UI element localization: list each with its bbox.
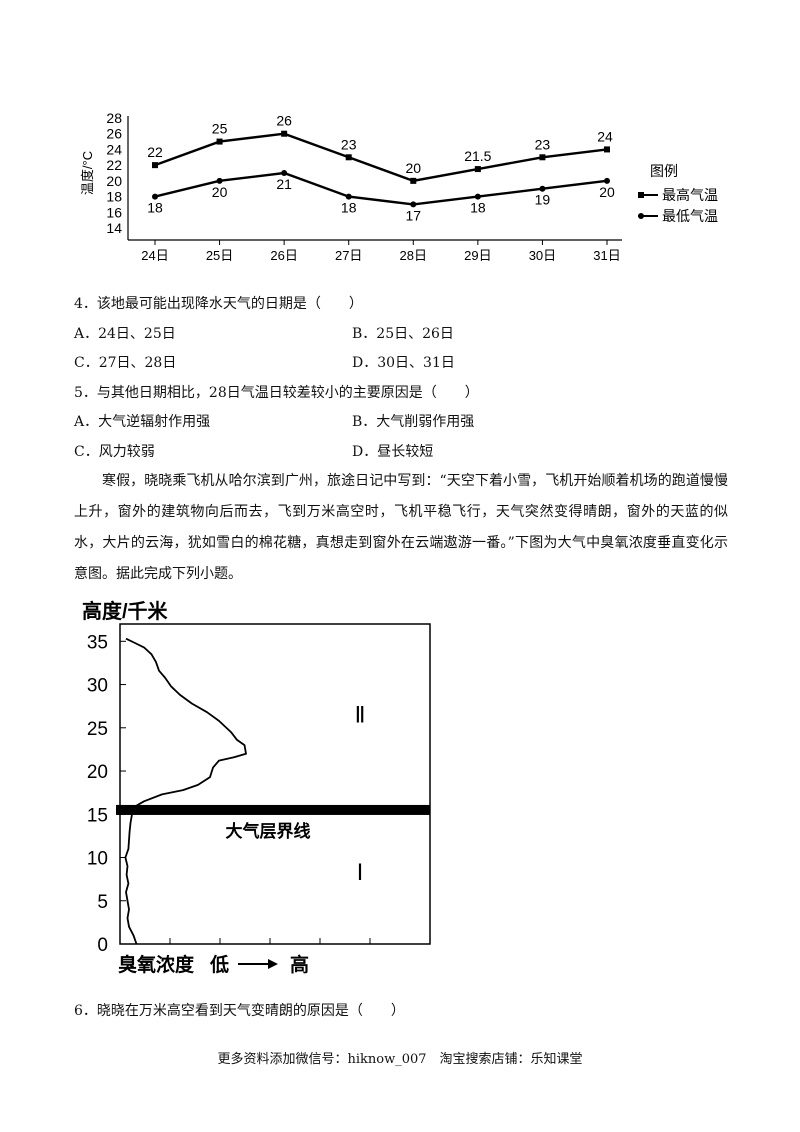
max-temp-data-label: 20 bbox=[405, 160, 421, 176]
min-temp-point bbox=[474, 193, 481, 200]
min-temp-data-label: 18 bbox=[470, 200, 486, 216]
boundary-label: 大气层界线 bbox=[226, 821, 311, 841]
x-tick-label: 29日 bbox=[464, 248, 491, 263]
y-tick-label: 0 bbox=[97, 935, 108, 956]
max-temp-data-label: 23 bbox=[535, 136, 551, 152]
y-tick-label: 24 bbox=[106, 141, 122, 157]
max-temp-line bbox=[154, 132, 608, 183]
y-tick-label: 20 bbox=[106, 173, 122, 189]
q4-option-d[interactable]: D．30日、31日 bbox=[352, 355, 455, 371]
y-tick-label: 30 bbox=[87, 676, 108, 697]
min-temp-data-label: 20 bbox=[212, 184, 228, 200]
y-tick-label: 18 bbox=[106, 189, 122, 205]
y-axis-label: 温度/°C bbox=[80, 151, 95, 195]
min-temp-data-label: 20 bbox=[599, 184, 615, 200]
max-temp-data-label: 22 bbox=[147, 144, 163, 160]
min-temp-data-label: 21 bbox=[276, 176, 292, 192]
min-temp-point bbox=[152, 193, 158, 200]
x-axis-high-label: 高 bbox=[290, 953, 309, 976]
q4-option-a[interactable]: A．24日、25日 bbox=[74, 326, 176, 342]
max-temp-point bbox=[152, 162, 158, 169]
min-temp-data-label: 18 bbox=[147, 200, 163, 216]
legend-circle-marker bbox=[638, 213, 644, 219]
min-temp-point bbox=[410, 201, 417, 208]
q5-option-b[interactable]: B．大气削弱作用强 bbox=[352, 414, 475, 430]
reading-passage: 寒假，晓晓乘飞机从哈尔滨到广州，旅途日记中写到：“天空下着小雪，飞机开始顺着机场… bbox=[74, 473, 728, 582]
x-tick-label: 26日 bbox=[270, 248, 297, 263]
legend-entry: 最低气温 bbox=[662, 208, 718, 224]
question-6-stem: 6．晓晓在万米高空看到天气变晴朗的原因是（ ） bbox=[74, 1003, 405, 1019]
question-5-stem: 5．与其他日期相比，28日气温日较差较小的主要原因是（ ） bbox=[74, 385, 479, 401]
region-label-upper: Ⅱ bbox=[355, 703, 366, 728]
y-tick-label: 22 bbox=[106, 157, 122, 173]
min-temp-data-label: 19 bbox=[535, 192, 551, 208]
max-temp-point bbox=[474, 166, 481, 173]
max-temp-point bbox=[281, 130, 288, 137]
min-temp-point bbox=[281, 170, 288, 176]
min-temp-point bbox=[604, 177, 610, 184]
legend-entry: 最高气温 bbox=[662, 187, 718, 203]
x-axis-low-label: 低 bbox=[209, 953, 229, 976]
y-tick-label: 25 bbox=[87, 719, 108, 740]
q4-option-b[interactable]: B．25日、26日 bbox=[352, 326, 454, 342]
max-temp-point bbox=[410, 177, 417, 184]
y-tick-label: 16 bbox=[106, 204, 122, 220]
y-tick-label: 14 bbox=[106, 220, 122, 236]
max-temp-data-label: 21.5 bbox=[464, 148, 491, 164]
y-tick-label: 15 bbox=[87, 805, 108, 826]
y-tick-label: 20 bbox=[87, 762, 108, 783]
min-temp-point bbox=[345, 193, 352, 200]
ozone-profile-curve bbox=[124, 637, 247, 945]
y-tick-label: 28 bbox=[106, 110, 122, 126]
min-temp-data-label: 17 bbox=[405, 207, 421, 223]
min-temp-line bbox=[154, 171, 608, 206]
x-tick-label: 24日 bbox=[141, 248, 168, 263]
y-tick-label: 26 bbox=[106, 126, 122, 142]
y-tick-label: 35 bbox=[87, 632, 108, 653]
x-tick-label: 25日 bbox=[206, 248, 233, 263]
x-tick-label: 31日 bbox=[593, 248, 620, 263]
legend-square-marker bbox=[638, 192, 644, 198]
min-temp-point bbox=[216, 177, 223, 184]
legend-title: 图例 bbox=[650, 163, 678, 179]
max-temp-point bbox=[345, 154, 352, 161]
q5-option-c[interactable]: C．风力较弱 bbox=[74, 444, 155, 460]
question-4-stem: 4．该地最可能出现降水天气的日期是（ ） bbox=[74, 296, 363, 312]
x-axis-label: 臭氧浓度 bbox=[118, 953, 195, 976]
region-label-lower: Ⅰ bbox=[357, 860, 364, 885]
y-axis-label: 高度/千米 bbox=[82, 599, 169, 623]
min-temp-point bbox=[539, 185, 546, 192]
min-temp-data-label: 18 bbox=[341, 200, 357, 216]
max-temp-point bbox=[539, 154, 546, 161]
atmosphere-boundary-line bbox=[116, 804, 430, 815]
ozone-profile-chart: 高度/千米 0 5 10 15 20 25 30 35 大气层界线 Ⅱ Ⅰ 臭氧浓度低 高 bbox=[82, 599, 431, 976]
q5-option-d[interactable]: D．昼长较短 bbox=[352, 444, 434, 460]
max-temp-point bbox=[604, 146, 610, 153]
y-tick-label: 10 bbox=[87, 849, 108, 870]
page-footer: 更多资料添加微信号：hiknow_007 淘宝搜索店铺：乐知课堂 bbox=[217, 1052, 583, 1067]
max-temp-data-label: 23 bbox=[341, 136, 357, 152]
max-temp-data-label: 25 bbox=[212, 121, 228, 137]
plot-frame bbox=[119, 623, 431, 945]
q5-option-a[interactable]: A．大气逆辐射作用强 bbox=[74, 414, 211, 430]
x-tick-label: 27日 bbox=[335, 248, 362, 263]
arrow-right-icon bbox=[268, 959, 278, 969]
x-tick-label: 28日 bbox=[400, 248, 427, 263]
max-temp-data-label: 24 bbox=[597, 128, 613, 144]
max-temp-point bbox=[216, 138, 223, 145]
max-temp-data-label: 26 bbox=[276, 113, 292, 129]
y-tick-label: 5 bbox=[97, 892, 108, 913]
x-tick-label: 30日 bbox=[529, 248, 556, 263]
q4-option-c[interactable]: C．27日、28日 bbox=[74, 355, 177, 371]
